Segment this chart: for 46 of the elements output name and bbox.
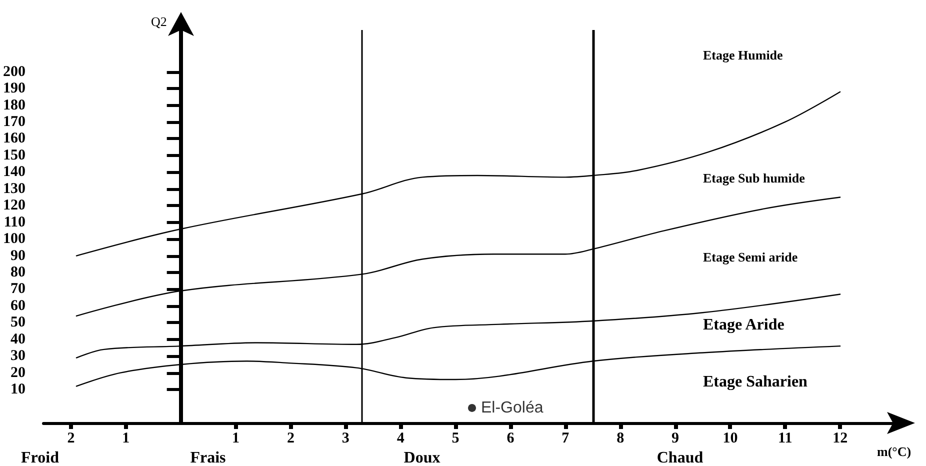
y-tick-label: 10 xyxy=(10,382,26,398)
y-tick-label: 180 xyxy=(3,97,26,114)
x-tick-label: 12 xyxy=(832,430,848,446)
text: Chaud xyxy=(656,450,704,466)
annotation: Etage Humide xyxy=(703,48,784,62)
x-tick-label: 10 xyxy=(722,430,738,446)
x-tick-label: 11 xyxy=(778,430,792,446)
x-tick-label: 6 xyxy=(506,430,515,446)
y-tick-label: 170 xyxy=(3,114,26,130)
x-tick-label: 2 xyxy=(286,430,294,446)
y-tick-label: 130 xyxy=(3,180,26,197)
annotation: Etage Saharien xyxy=(703,374,808,390)
text: Frais xyxy=(190,450,226,466)
text: Froid xyxy=(21,450,60,466)
y-tick-label: 150 xyxy=(3,147,26,164)
y-tick-label: 200 xyxy=(3,64,26,80)
y-tick-label: 190 xyxy=(3,80,26,97)
y-tick-label: 90 xyxy=(10,248,26,264)
series-label: El-Goléa xyxy=(480,399,544,416)
x-tick-label: 5 xyxy=(452,430,460,446)
y-axis-title: Q2 xyxy=(150,14,167,29)
x-tick-label: 3 xyxy=(342,430,350,446)
y-tick-label: 80 xyxy=(10,264,26,280)
x-tick-label: 4 xyxy=(396,430,405,446)
x-tick-label: 8 xyxy=(616,430,624,446)
x-tick-label: 2 xyxy=(67,430,75,446)
x-tick-label: 1 xyxy=(122,430,130,446)
annotation: Etage Aride xyxy=(703,316,784,334)
y-tick-label: 70 xyxy=(10,281,26,298)
x-tick-label: 7 xyxy=(562,430,570,446)
y-tick-label: 40 xyxy=(10,331,26,348)
y-tick-label: 120 xyxy=(3,198,26,214)
y-tick-label: 30 xyxy=(10,348,26,364)
annotation: Etage Semi aride xyxy=(703,250,798,264)
y-tick-label: 160 xyxy=(3,130,26,147)
y-tick-label: 20 xyxy=(10,364,26,381)
annotation: Etage Sub humide xyxy=(703,170,806,186)
y-tick-label: 110 xyxy=(4,214,26,230)
y-tick-label: 100 xyxy=(3,231,26,248)
y-tick-label: 50 xyxy=(10,314,26,331)
y-tick-label: 60 xyxy=(10,298,26,314)
x-tick-label: 1 xyxy=(232,430,240,446)
text: Doux xyxy=(404,450,440,466)
y-tick-label: 140 xyxy=(3,164,26,180)
x-axis-title: m(°C) xyxy=(877,444,912,459)
x-tick-label: 9 xyxy=(672,430,680,446)
